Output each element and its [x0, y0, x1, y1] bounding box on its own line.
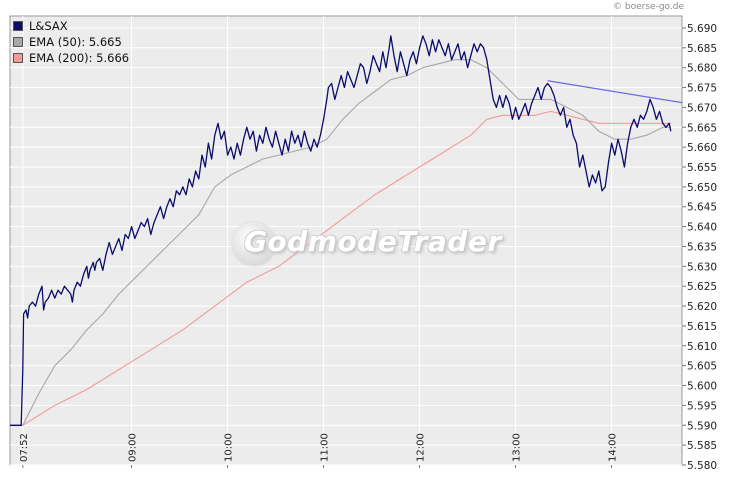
series-line-ema50 — [10, 59, 671, 426]
y-tick-label: 5.680 — [687, 63, 717, 75]
y-tick-label: 5.685 — [687, 43, 717, 55]
x-tick-label: 07:52 — [19, 433, 30, 462]
gridlines — [10, 16, 682, 466]
y-tick-label: 5.620 — [687, 301, 717, 313]
legend-item-ema200: EMA (200): 5.666 — [13, 50, 129, 66]
y-tick-label: 5.650 — [687, 182, 717, 194]
y-tick-label: 5.670 — [687, 102, 717, 114]
y-tick-label: 5.630 — [687, 261, 717, 273]
y-tick-label: 5.675 — [687, 83, 717, 95]
legend-label: EMA (50): 5.665 — [29, 35, 122, 49]
watermark-logo: GodmodeTrader — [232, 222, 501, 268]
source-credit: © boerse-go.de — [613, 2, 684, 12]
legend-item-lsax: L&SAX — [13, 18, 129, 34]
plot-area — [9, 15, 683, 466]
x-tick-label: 11:00 — [320, 433, 331, 462]
x-tick-label: 12:00 — [416, 433, 427, 462]
legend: L&SAX EMA (50): 5.665 EMA (200): 5.666 — [13, 18, 129, 66]
y-tick-label: 5.590 — [687, 420, 717, 432]
y-tick-label: 5.660 — [687, 142, 717, 154]
series-line-ema200 — [10, 110, 671, 426]
y-tick-label: 5.605 — [687, 361, 717, 373]
y-tick-label: 5.690 — [687, 23, 717, 35]
series-group — [10, 35, 672, 426]
legend-swatch — [13, 21, 23, 31]
legend-label: L&SAX — [29, 19, 68, 33]
y-tick-label: 5.655 — [687, 162, 717, 174]
y-tick-label: 5.665 — [687, 122, 717, 134]
legend-swatch — [13, 37, 23, 47]
y-tick-label: 5.600 — [687, 381, 717, 393]
trendline — [547, 80, 683, 104]
y-tick-label: 5.645 — [687, 202, 717, 214]
legend-item-ema50: EMA (50): 5.665 — [13, 34, 129, 50]
series-line-lsax — [10, 35, 672, 426]
legend-label: EMA (200): 5.666 — [29, 51, 130, 65]
y-tick-label: 5.635 — [687, 241, 717, 253]
legend-swatch — [13, 53, 23, 63]
y-tick-label: 5.615 — [687, 321, 717, 333]
y-tick-label: 5.580 — [687, 460, 717, 472]
x-tick-label: 09:00 — [128, 433, 139, 462]
y-tick-label: 5.585 — [687, 440, 717, 452]
y-tick-label: 5.595 — [687, 400, 717, 412]
annotations-group — [547, 80, 683, 104]
x-tick-label: 13:00 — [512, 433, 523, 462]
watermark-ball-icon — [232, 222, 276, 266]
x-axis: 07:52 09:00 10:00 11:00 12:00 13:00 14:00 — [19, 433, 619, 468]
y-tick-label: 5.625 — [687, 281, 717, 293]
watermark-text: GodmodeTrader — [244, 225, 502, 258]
y-tick-label: 5.640 — [687, 222, 717, 234]
x-tick-label: 14:00 — [608, 433, 619, 462]
y-tick-label: 5.610 — [687, 341, 717, 353]
y-axis: 5.690 5.685 5.680 5.675 5.670 5.665 5.660 5.655… — [682, 23, 717, 472]
x-tick-label: 10:00 — [224, 433, 235, 462]
